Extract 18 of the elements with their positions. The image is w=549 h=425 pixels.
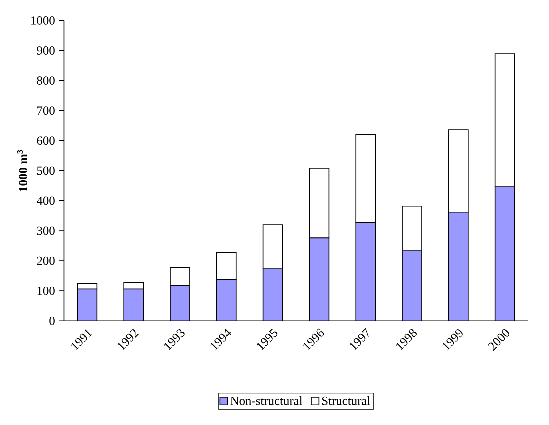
x-tick-label: 1993 — [164, 330, 185, 351]
x-tick-label: 1991 — [72, 330, 93, 351]
y-tick-label: 600 — [37, 136, 55, 146]
y-tick-label: 1000 — [32, 16, 55, 26]
x-tick-label: 1992 — [118, 330, 140, 351]
legend-label: Non-structural — [230, 396, 303, 406]
y-tick-label: 300 — [37, 226, 55, 236]
y-tick-label: 500 — [37, 166, 55, 176]
y-tick-label: 800 — [37, 76, 55, 86]
y-tick-label: 200 — [37, 256, 55, 266]
x-tick-label: 1999 — [442, 330, 463, 351]
y-tick-label: 100 — [38, 287, 55, 296]
text: 1000 m$^{3}$ — [17, 150, 28, 192]
y-tick-label: 700 — [38, 106, 55, 116]
legend-label: Structural — [322, 396, 370, 406]
y-tick-label: 400 — [36, 196, 55, 206]
y-tick-label: 900 — [37, 46, 55, 56]
y-tick-label: 0 — [50, 317, 55, 326]
